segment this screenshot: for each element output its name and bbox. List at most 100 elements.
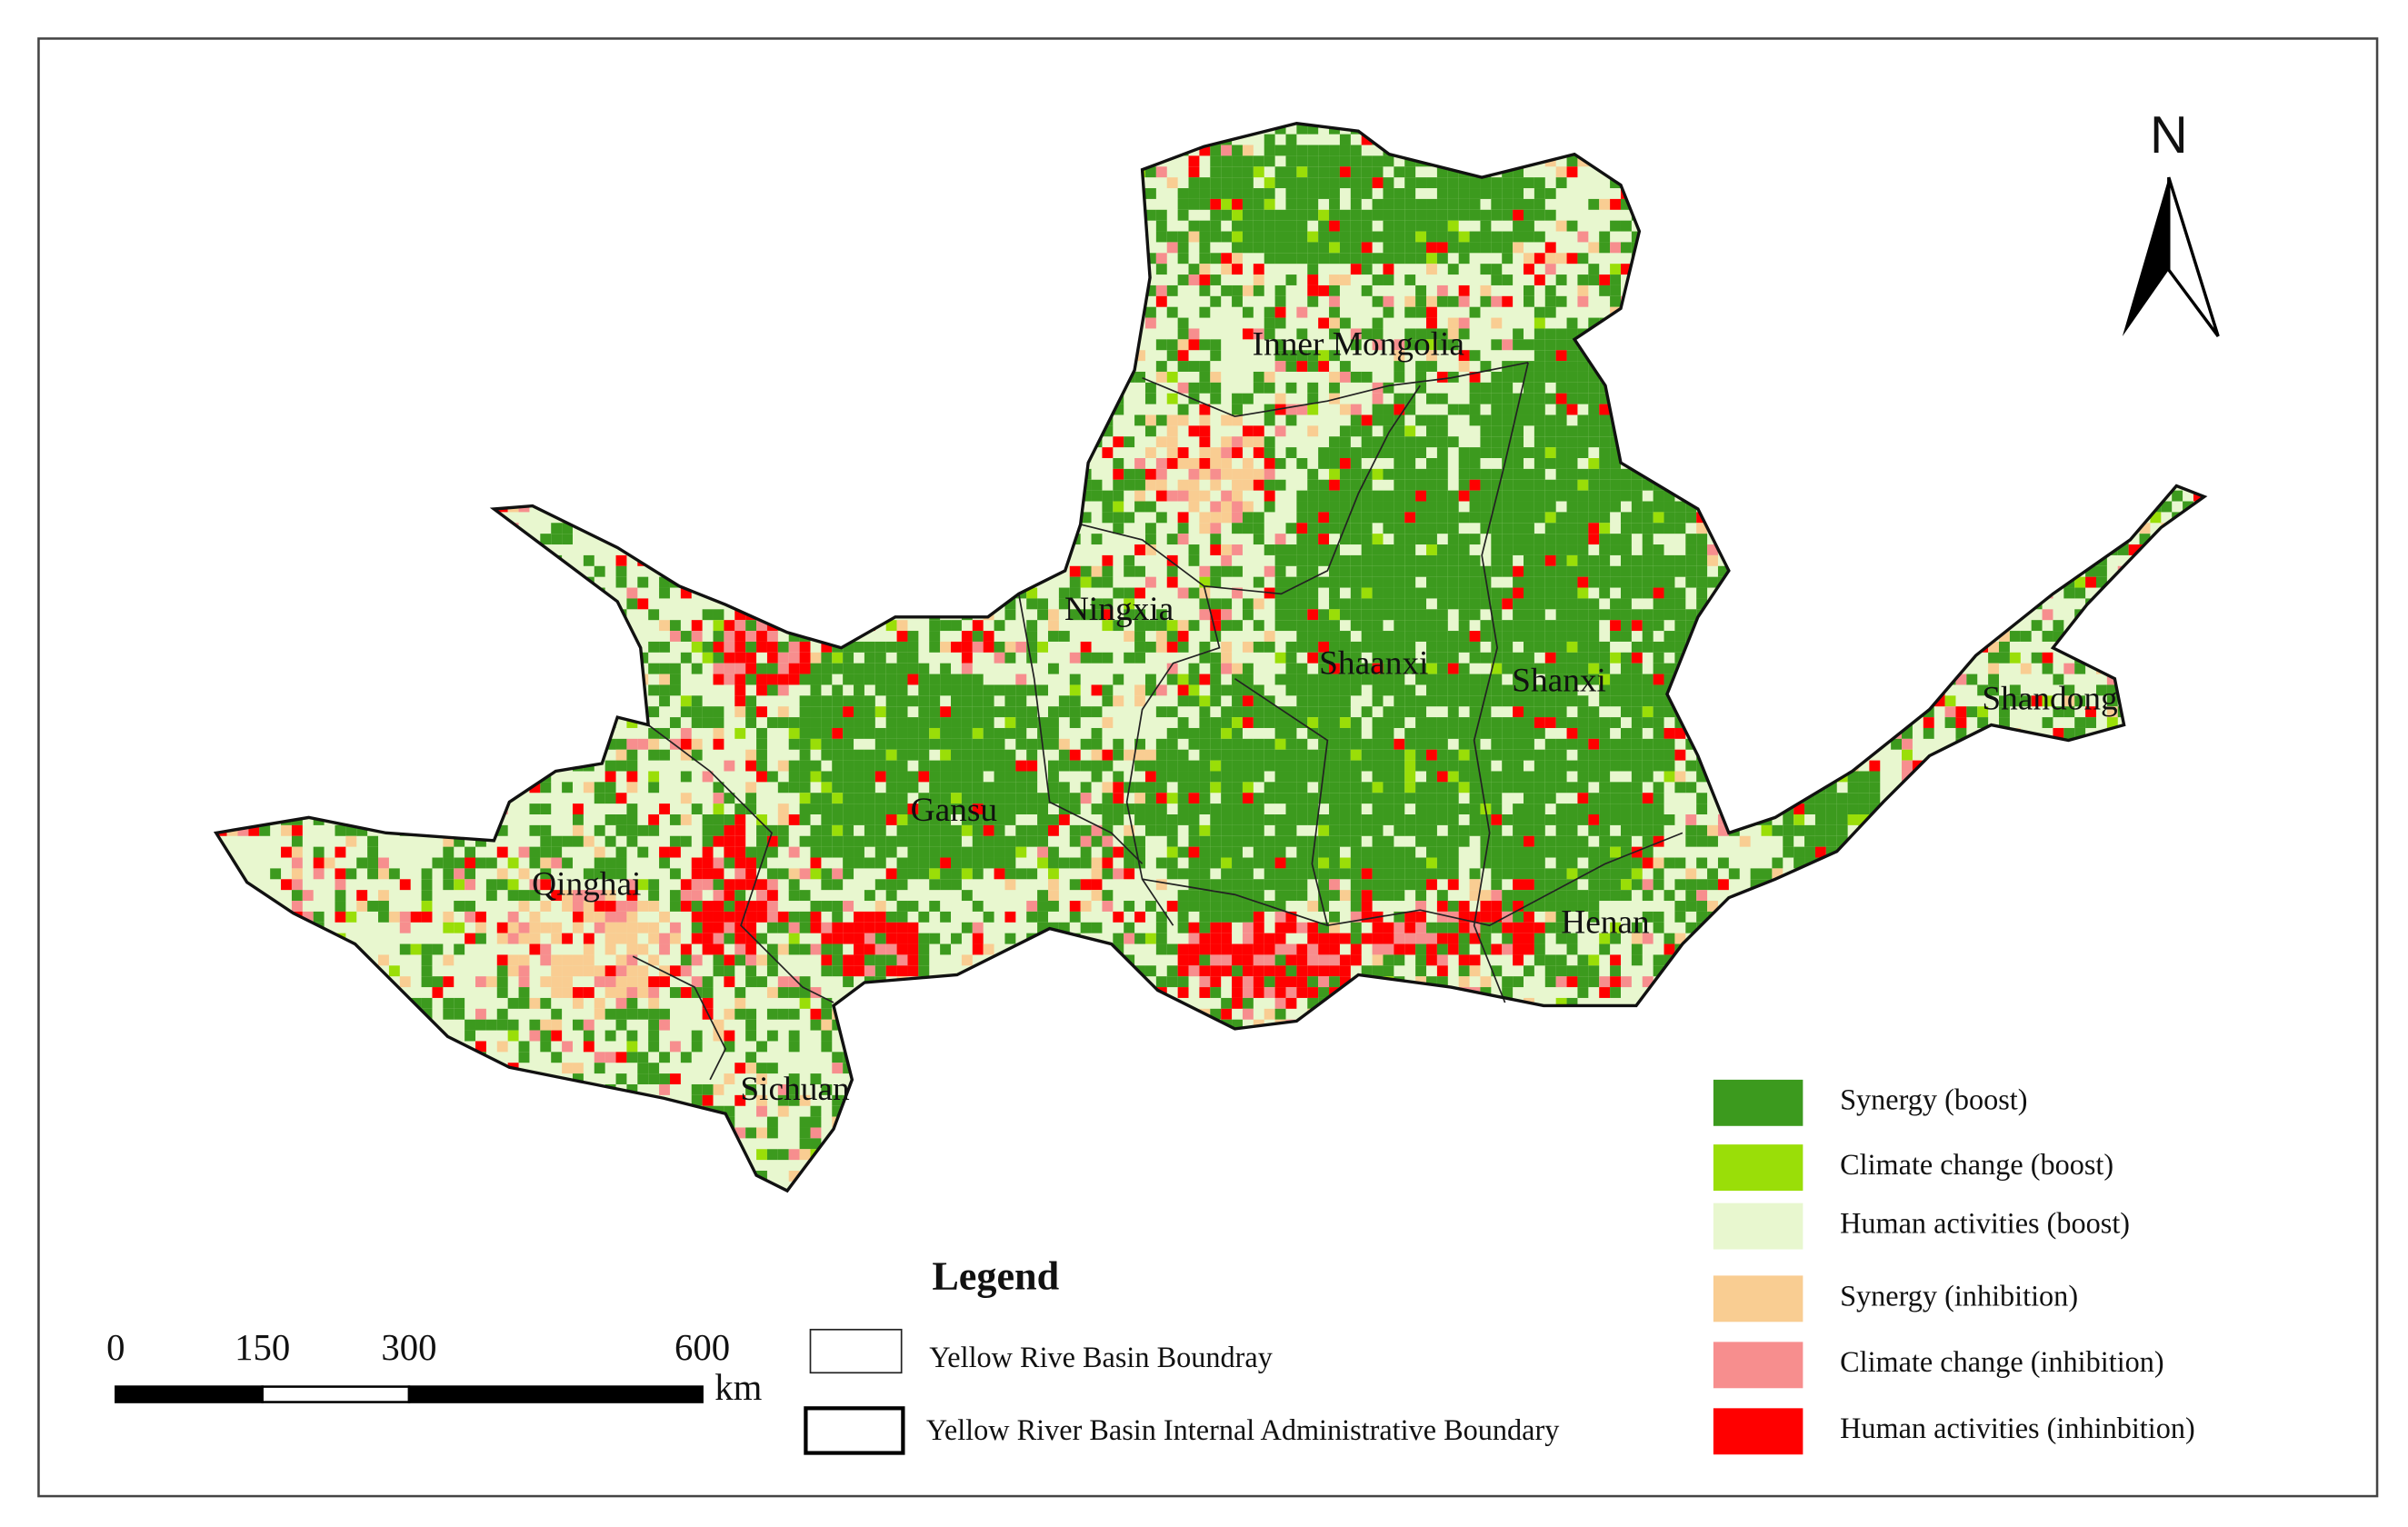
raster-cell	[496, 544, 508, 555]
raster-cell	[637, 987, 649, 998]
raster-cell	[1199, 1073, 1211, 1084]
raster-cell	[766, 284, 778, 296]
raster-cell	[270, 1083, 282, 1095]
raster-cell	[443, 1171, 455, 1182]
raster-cell	[432, 857, 444, 869]
raster-cell	[766, 414, 778, 426]
raster-cell	[454, 609, 465, 621]
raster-cell	[854, 717, 864, 728]
raster-cell	[648, 414, 660, 426]
raster-cell	[454, 868, 465, 880]
raster-cell	[896, 943, 908, 955]
raster-cell	[1037, 155, 1048, 167]
raster-cell	[951, 231, 962, 243]
raster-cell	[1113, 231, 1124, 243]
raster-cell	[1274, 166, 1286, 178]
raster-cell	[821, 1030, 833, 1042]
raster-cell	[1221, 447, 1233, 458]
raster-cell	[270, 1019, 282, 1031]
raster-cell	[1155, 976, 1167, 988]
raster-cell	[864, 253, 875, 264]
raster-cell	[777, 824, 789, 836]
raster-cell	[1058, 447, 1070, 458]
raster-cell	[691, 220, 703, 232]
raster-cell	[1155, 1083, 1167, 1095]
raster-cell	[1015, 684, 1027, 696]
raster-cell	[929, 274, 941, 285]
raster-cell	[1274, 284, 1286, 296]
raster-cell	[583, 145, 595, 156]
raster-cell	[291, 987, 303, 998]
raster-cell	[972, 620, 984, 632]
raster-cell	[799, 868, 811, 880]
raster-cell	[518, 749, 530, 761]
raster-cell	[1069, 371, 1081, 383]
raster-cell	[1047, 339, 1059, 351]
raster-cell	[507, 631, 519, 642]
raster-cell	[702, 879, 714, 891]
raster-cell	[367, 868, 379, 880]
raster-cell	[572, 652, 584, 664]
raster-cell	[356, 264, 368, 275]
raster-cell	[1221, 782, 1233, 793]
raster-cell	[1221, 209, 1233, 221]
raster-cell	[485, 1019, 497, 1031]
raster-cell	[1047, 760, 1059, 772]
raster-cell	[874, 727, 886, 739]
raster-cell	[1188, 793, 1200, 804]
raster-cell	[745, 943, 757, 955]
raster-cell	[529, 641, 541, 653]
raster-cell	[994, 253, 1005, 264]
raster-cell	[843, 1193, 854, 1203]
raster-cell	[961, 1181, 973, 1192]
raster-cell	[951, 198, 962, 210]
raster-cell	[1069, 576, 1081, 588]
raster-cell	[885, 879, 897, 891]
raster-cell	[669, 717, 681, 728]
raster-cell	[1221, 565, 1233, 577]
raster-cell	[843, 976, 854, 988]
raster-cell	[1015, 220, 1027, 232]
raster-cell	[777, 803, 789, 814]
raster-cell	[421, 253, 433, 264]
raster-cell	[1015, 706, 1027, 718]
raster-cell	[1015, 782, 1027, 793]
raster-cell	[270, 328, 282, 340]
raster-cell	[215, 123, 227, 135]
raster-cell	[583, 371, 595, 383]
raster-cell	[1188, 458, 1200, 469]
raster-cell	[529, 328, 541, 340]
raster-cell	[507, 1019, 519, 1031]
raster-cell	[529, 922, 541, 933]
raster-cell	[702, 284, 714, 296]
raster-cell	[961, 166, 973, 178]
raster-cell	[907, 393, 919, 404]
raster-cell	[1242, 674, 1254, 685]
raster-cell	[410, 501, 422, 513]
raster-cell	[1015, 717, 1027, 728]
raster-cell	[659, 361, 670, 372]
raster-cell	[1102, 209, 1114, 221]
raster-cell	[1102, 382, 1114, 394]
raster-cell	[1069, 468, 1081, 480]
raster-cell	[864, 803, 875, 814]
raster-cell	[1124, 1052, 1135, 1063]
raster-cell	[626, 598, 638, 610]
raster-cell	[475, 177, 486, 189]
raster-cell	[345, 523, 357, 534]
raster-cell	[496, 793, 508, 804]
raster-cell	[1242, 760, 1254, 772]
raster-cell	[551, 1116, 563, 1128]
raster-cell	[1134, 414, 1145, 426]
raster-cell	[680, 738, 692, 750]
raster-cell	[832, 933, 844, 944]
raster-cell	[669, 1073, 681, 1084]
raster-cell	[1091, 609, 1103, 621]
raster-cell	[1113, 361, 1124, 372]
raster-cell	[443, 814, 455, 825]
raster-cell	[745, 868, 757, 880]
raster-cell	[1102, 835, 1114, 847]
raster-cell	[421, 512, 433, 524]
raster-cell	[378, 1171, 389, 1182]
raster-cell	[345, 198, 357, 210]
